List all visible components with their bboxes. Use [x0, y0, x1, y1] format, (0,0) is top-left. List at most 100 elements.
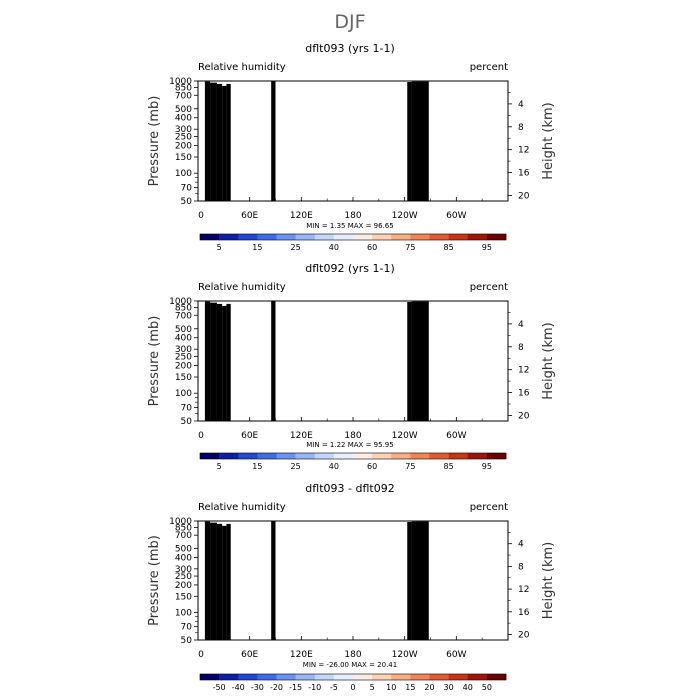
x-tick-label: 120E: [290, 211, 313, 221]
topography: [204, 301, 429, 421]
colorbar-label: 75: [405, 462, 415, 471]
colorbar-swatch: [429, 453, 449, 459]
colorbar-label: 60: [367, 243, 377, 252]
colorbar-swatch: [486, 234, 507, 240]
y-tick-label: 100: [175, 389, 192, 399]
y-tick-label: 50: [181, 417, 193, 427]
y2-tick-label: 20: [518, 191, 530, 201]
land-block: [226, 303, 231, 421]
land-block: [222, 85, 227, 201]
y2-tick-label: 4: [518, 100, 524, 110]
colorbar-swatch: [333, 234, 354, 240]
land-block: [204, 301, 211, 421]
colorbar-swatch: [257, 453, 277, 459]
colorbar-frame: [199, 452, 507, 460]
y-tick-label: 850: [175, 84, 192, 94]
colorbar-swatch: [257, 234, 277, 240]
colorbar-frame: [199, 233, 507, 241]
panel-left-label: Relative humidity: [198, 282, 286, 293]
colorbar-swatch: [314, 234, 335, 240]
y-tick-label: 150: [175, 153, 192, 163]
colorbar-label: 25: [291, 462, 301, 471]
y-tick-label: 150: [175, 373, 192, 383]
panel-title: dflt092 (yrs 1-1): [305, 262, 395, 275]
colorbar-label: 25: [291, 243, 301, 252]
y-tick-label: 50: [181, 197, 193, 207]
y-tick-label: 400: [175, 334, 192, 344]
colorbar-swatch: [410, 453, 430, 459]
land-block: [407, 302, 412, 421]
x-tick-label: 60E: [241, 211, 258, 221]
x-tick-label: 0: [198, 211, 204, 221]
colorbar-swatch: [467, 453, 488, 459]
colorbar: 5 15 25 40 60 75 85 95: [199, 452, 507, 471]
y2-axis-label: Height (km): [541, 102, 556, 179]
land-block: [216, 303, 223, 421]
colorbar-swatch: [238, 234, 258, 240]
min-max-stats: MIN = 1.22 MAX = 95.95: [306, 441, 393, 449]
y-tick-label: 200: [175, 361, 192, 371]
x-tick-label: 60E: [241, 431, 258, 441]
colorbar-swatch: [448, 234, 469, 240]
x-tick-label: 120E: [290, 431, 313, 441]
colorbar-swatch: [391, 234, 411, 240]
x-tick-label: 120W: [392, 431, 418, 441]
y-tick-label: 200: [175, 141, 192, 151]
x-tick-label: 60W: [446, 211, 466, 221]
colorbar-label: 40: [329, 462, 339, 471]
colorbar-label: 40: [329, 243, 339, 252]
colorbar-swatch: [314, 453, 335, 459]
panel-title: dflt093 - dflt092: [305, 482, 394, 495]
colorbar-label: 15: [252, 243, 262, 252]
x-tick-label: 180: [344, 211, 361, 221]
y-tick-label: 700: [175, 91, 192, 101]
y-tick-label: 300: [175, 345, 192, 355]
colorbar-swatch: [238, 453, 258, 459]
colorbar-label: 5: [217, 462, 222, 471]
x-tick-label: 180: [344, 431, 361, 441]
colorbar-swatch: [429, 234, 449, 240]
land-block: [216, 83, 223, 201]
y-tick-label: 250: [175, 133, 192, 143]
colorbar-swatch: [333, 453, 354, 459]
y-tick-label: 400: [175, 114, 192, 124]
y2-tick-label: 4: [518, 320, 524, 330]
land-block: [271, 81, 276, 201]
x-tick-label: 120W: [392, 211, 418, 221]
colorbar-swatch: [486, 453, 507, 459]
colorbar-swatch: [276, 234, 296, 240]
colorbar-swatch: [467, 234, 488, 240]
y-tick-label: 500: [175, 105, 192, 115]
y2-tick-label: 20: [518, 411, 530, 421]
panel-right-label: percent: [470, 282, 508, 293]
colorbar-label: 75: [405, 243, 415, 252]
plot-frame: [197, 80, 509, 202]
y-tick-label: 1000: [169, 77, 192, 87]
y2-tick-label: 12: [518, 146, 529, 156]
min-max-stats: MIN = 1.35 MAX = 96.65: [306, 222, 393, 230]
land-block: [411, 301, 429, 421]
colorbar-swatch: [372, 234, 392, 240]
colorbar-label: 95: [482, 243, 492, 252]
panel-left-label: Relative humidity: [198, 502, 286, 513]
colorbar: 5 15 25 40 60 75 85 95: [199, 233, 507, 252]
colorbar-label: 85: [444, 462, 454, 471]
y-tick-label: 300: [175, 125, 192, 135]
y-tick-label: 1000: [169, 297, 192, 307]
y-axis-height: 20 16 12 8 4: [508, 312, 530, 421]
x-axis: 0 60E 120E 180 120W 60W: [197, 417, 483, 441]
land-block: [411, 81, 429, 201]
colorbar-swatch: [372, 453, 392, 459]
colorbar-swatch: [200, 453, 220, 459]
y-tick-label: 250: [175, 353, 192, 363]
colorbar-label: 95: [482, 462, 492, 471]
colorbar-label: 85: [444, 243, 454, 252]
colorbar-swatch: [295, 453, 316, 459]
x-axis: 0 60E 120E 180 120W 60W: [197, 197, 483, 221]
colorbar-swatch: [219, 453, 239, 459]
land-block: [210, 82, 217, 201]
y2-tick-label: 16: [518, 169, 530, 179]
chart-panel-3: dflt093 - dflt092 Relative humidity percen…: [147, 482, 556, 692]
colorbar-label: 15: [252, 462, 262, 471]
colorbar-swatch: [353, 453, 373, 459]
